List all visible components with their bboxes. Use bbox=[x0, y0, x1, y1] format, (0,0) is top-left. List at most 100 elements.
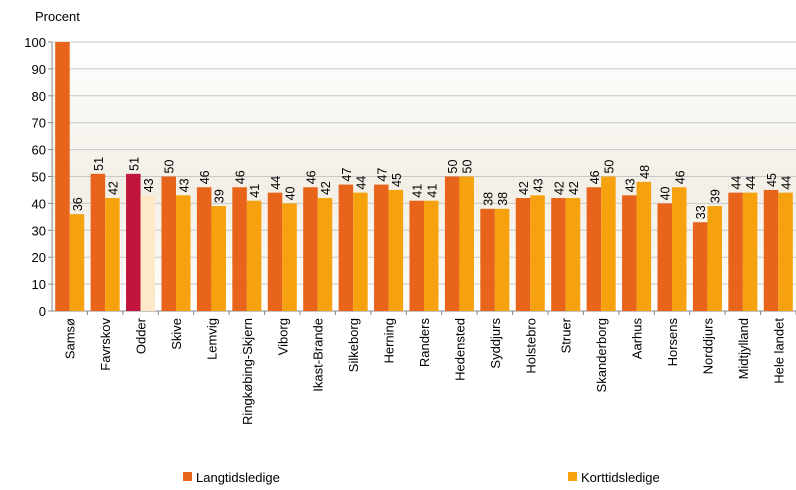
bar bbox=[317, 198, 333, 311]
x-tick-label: Silkeborg bbox=[346, 318, 361, 372]
bar bbox=[246, 200, 262, 311]
bar bbox=[374, 184, 389, 311]
y-tick-label: 20 bbox=[32, 250, 46, 265]
value-label: 50 bbox=[163, 160, 177, 174]
value-label: 44 bbox=[269, 176, 283, 190]
value-label: 36 bbox=[71, 197, 85, 211]
bar bbox=[692, 222, 708, 311]
bar bbox=[763, 189, 779, 311]
bar bbox=[140, 195, 156, 311]
value-label: 33 bbox=[694, 205, 708, 219]
bar bbox=[622, 195, 637, 311]
bar bbox=[494, 208, 510, 311]
value-label: 42 bbox=[319, 181, 333, 195]
bar bbox=[586, 187, 602, 311]
value-label: 43 bbox=[623, 178, 637, 192]
value-label: 39 bbox=[709, 189, 723, 203]
x-tick-label: Lemvig bbox=[204, 318, 219, 360]
bar bbox=[161, 176, 176, 311]
bar bbox=[126, 173, 141, 311]
x-tick-label: Samsø bbox=[63, 318, 78, 359]
value-label: 51 bbox=[127, 157, 141, 171]
bar bbox=[672, 187, 687, 311]
bar bbox=[196, 187, 212, 311]
bar bbox=[409, 200, 424, 311]
value-label: 38 bbox=[482, 192, 496, 206]
bar bbox=[232, 187, 247, 311]
value-label: 45 bbox=[390, 173, 404, 187]
value-label: 43 bbox=[142, 178, 156, 192]
bar bbox=[69, 214, 85, 311]
x-tick-label: Ringkøbing-Skjern bbox=[240, 318, 255, 425]
bar bbox=[353, 192, 368, 311]
value-label: 42 bbox=[567, 181, 581, 195]
value-label: 40 bbox=[659, 186, 673, 200]
x-tick-label: Syddjurs bbox=[488, 318, 503, 369]
x-tick-label: Ikast-Brande bbox=[311, 318, 326, 392]
value-label: 39 bbox=[213, 189, 227, 203]
value-label: 42 bbox=[106, 181, 120, 195]
value-label: 42 bbox=[517, 181, 531, 195]
bar bbox=[303, 187, 318, 311]
value-label: 44 bbox=[354, 176, 368, 190]
y-axis-label: Procent bbox=[35, 9, 80, 24]
x-tick-label: Aarhus bbox=[630, 318, 645, 360]
value-label: 44 bbox=[730, 176, 744, 190]
x-tick-label: Randers bbox=[417, 318, 432, 368]
bar bbox=[444, 176, 460, 311]
bar bbox=[55, 42, 70, 311]
y-tick-label: 0 bbox=[39, 304, 46, 319]
x-tick-label: Odder bbox=[134, 317, 149, 354]
bar bbox=[636, 181, 652, 311]
x-tick-label: Viborg bbox=[275, 318, 290, 355]
value-label: 43 bbox=[177, 178, 191, 192]
bar bbox=[551, 198, 566, 311]
bar bbox=[424, 200, 439, 311]
y-tick-label: 90 bbox=[32, 62, 46, 77]
value-label: 44 bbox=[780, 176, 794, 190]
value-label: 46 bbox=[234, 170, 248, 184]
y-tick-label: 30 bbox=[32, 223, 46, 238]
value-label: 50 bbox=[461, 160, 475, 174]
value-label: 48 bbox=[638, 165, 652, 179]
y-tick-label: 40 bbox=[32, 196, 46, 211]
value-label: 46 bbox=[304, 170, 318, 184]
bar bbox=[90, 173, 106, 311]
bar bbox=[515, 198, 531, 311]
bar bbox=[565, 198, 581, 311]
bar bbox=[267, 192, 283, 311]
bar bbox=[388, 189, 404, 311]
bar bbox=[480, 208, 495, 311]
bar bbox=[657, 203, 672, 311]
bar bbox=[530, 195, 545, 311]
x-tick-label: Holstebro bbox=[523, 318, 538, 374]
value-label: 42 bbox=[552, 181, 566, 195]
y-tick-label: 70 bbox=[32, 116, 46, 131]
value-label: 47 bbox=[375, 168, 389, 182]
value-label: 44 bbox=[744, 176, 758, 190]
bar bbox=[338, 184, 354, 311]
x-tick-label: Midtjylland bbox=[736, 318, 751, 379]
value-label: 46 bbox=[198, 170, 212, 184]
y-tick-label: 100 bbox=[24, 35, 46, 50]
x-tick-label: Hele landet bbox=[771, 318, 786, 384]
bar bbox=[728, 192, 743, 311]
legend-label: Langtidsledige bbox=[196, 470, 280, 485]
bar bbox=[282, 203, 297, 311]
value-label: 38 bbox=[496, 192, 510, 206]
bar bbox=[778, 192, 793, 311]
x-tick-label: Herning bbox=[382, 318, 397, 364]
x-tick-label: Horsens bbox=[665, 318, 680, 367]
value-label: 51 bbox=[92, 157, 106, 171]
value-label: 46 bbox=[588, 170, 602, 184]
value-label: 50 bbox=[446, 160, 460, 174]
x-tick-label: Hedensted bbox=[452, 318, 467, 381]
value-label: 46 bbox=[673, 170, 687, 184]
bar bbox=[459, 176, 474, 311]
bar bbox=[176, 195, 191, 311]
y-tick-label: 10 bbox=[32, 277, 46, 292]
bar bbox=[742, 192, 758, 311]
x-tick-label: Struer bbox=[559, 317, 574, 353]
value-label: 41 bbox=[425, 184, 439, 198]
